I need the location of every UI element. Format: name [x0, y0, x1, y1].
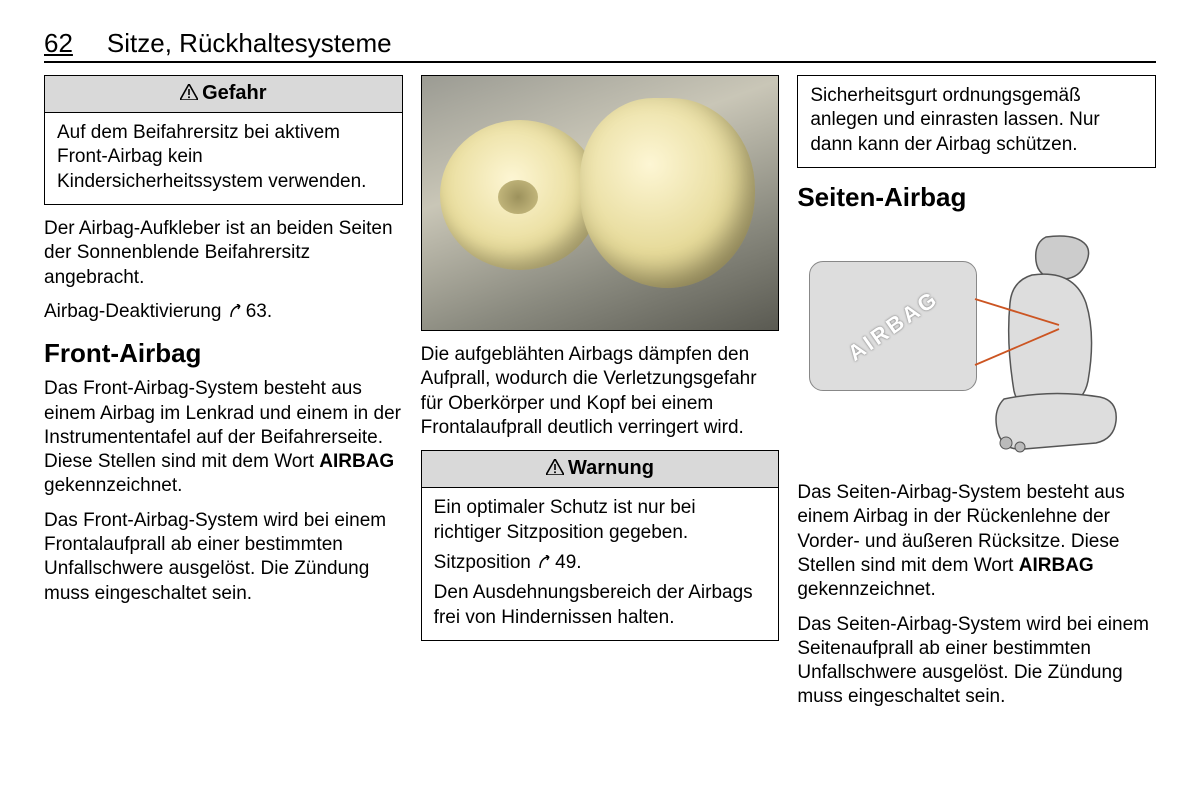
danger-box-header: Gefahr	[45, 76, 402, 113]
page-number: 62	[44, 28, 73, 59]
airbag-word: AIRBAG	[319, 451, 394, 472]
illustration-wrapper: AIRBAG	[797, 221, 1156, 469]
chapter-title: Sitze, Rückhaltesysteme	[107, 28, 392, 59]
warning-box: Warnung Ein optimaler Schutz ist nur bei…	[421, 450, 780, 641]
heading-front-airbag: Front-Airbag	[44, 338, 403, 369]
xref-num: 63	[246, 301, 267, 322]
xref[interactable]: 63	[227, 300, 267, 324]
front-airbag-photo	[421, 75, 780, 331]
xref-arrow-icon	[538, 551, 553, 575]
content-columns: Gefahr Auf dem Beifahrersitz bei aktivem…	[44, 75, 1156, 720]
para-front-desc: Das Front-Airbag-System besteht aus eine…	[44, 377, 403, 499]
s3: gekennzeichnet.	[797, 579, 935, 600]
warn-p2: Sitzposition 49.	[434, 551, 767, 575]
seatbelt-body: Sicherheitsgurt ordnungsgemäß anlegen un…	[798, 76, 1155, 167]
page-header: 62 Sitze, Rückhaltesysteme	[44, 28, 1156, 63]
ref-post: .	[267, 301, 272, 322]
airbag-balloon-driver	[440, 120, 600, 270]
side-airbag-illustration: AIRBAG	[797, 221, 1156, 469]
xref[interactable]: 49	[536, 551, 576, 575]
seatbelt-text: Sicherheitsgurt ordnungsgemäß anlegen un…	[810, 84, 1143, 157]
para-front-trigger: Das Front-Airbag-System wird bei einem F…	[44, 509, 403, 606]
para-inflated-desc: Die aufgeblähten Airbags dämpfen den Auf…	[421, 343, 780, 440]
warning-triangle-icon	[546, 458, 564, 481]
warning-box-header: Warnung	[422, 451, 779, 488]
danger-text: Auf dem Beifahrersitz bei aktivem Front-…	[57, 121, 390, 194]
warning-body: Ein optimaler Schutz ist nur bei richtig…	[422, 488, 779, 640]
warning-triangle-icon	[180, 83, 198, 106]
airbag-balloon-passenger	[580, 98, 755, 288]
para-side-desc: Das Seiten-Airbag-System besteht aus ein…	[797, 481, 1156, 603]
column-1: Gefahr Auf dem Beifahrersitz bei aktivem…	[44, 75, 403, 720]
wp2-pre: Sitzposition	[434, 552, 536, 573]
pointer-lines	[797, 221, 1156, 469]
photo-bg	[422, 76, 779, 330]
xref-arrow-icon	[229, 300, 244, 324]
warning-title: Warnung	[568, 457, 654, 479]
danger-body: Auf dem Beifahrersitz bei aktivem Front-…	[45, 113, 402, 204]
para-side-trigger: Das Seiten-Airbag-System wird bei einem …	[797, 613, 1156, 710]
ref-pre: Airbag-Deaktivierung	[44, 301, 227, 322]
heading-side-airbag: Seiten-Airbag	[797, 182, 1156, 213]
column-3: Sicherheitsgurt ordnungsgemäß anlegen un…	[797, 75, 1156, 720]
seatbelt-box: Sicherheitsgurt ordnungsgemäß anlegen un…	[797, 75, 1156, 168]
warn-p1: Ein optimaler Schutz ist nur bei richtig…	[434, 496, 767, 545]
danger-title: Gefahr	[202, 82, 266, 104]
para-sticker: Der Airbag-Aufkleber ist an beiden Seite…	[44, 217, 403, 290]
airbag-word: AIRBAG	[1019, 555, 1094, 576]
danger-box: Gefahr Auf dem Beifahrersitz bei aktivem…	[44, 75, 403, 205]
xref-num: 49	[555, 552, 576, 573]
warn-p3: Den Ausdehnungsbereich der Airbags frei …	[434, 581, 767, 630]
para-deactivation-ref: Airbag-Deaktivierung 63.	[44, 300, 403, 324]
wp2-post: .	[576, 552, 581, 573]
column-2: Die aufgeblähten Airbags dämpfen den Auf…	[421, 75, 780, 720]
t3: gekennzeichnet.	[44, 475, 182, 496]
